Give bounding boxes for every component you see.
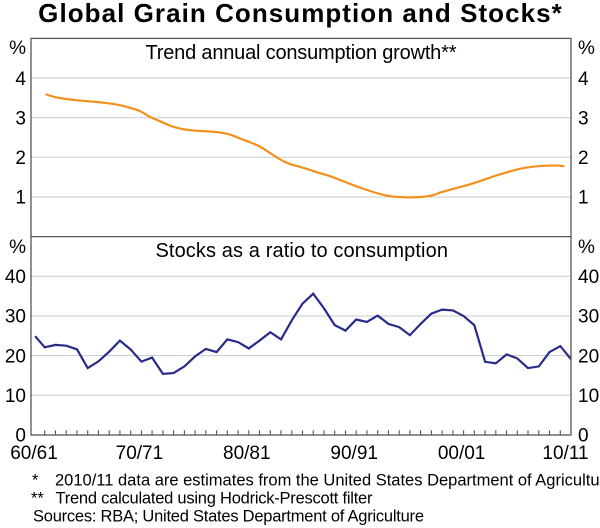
svg-text:4: 4 xyxy=(15,69,26,90)
svg-text:Sources: RBA; United States De: Sources: RBA; United States Department o… xyxy=(33,508,424,526)
svg-text:80/81: 80/81 xyxy=(223,443,271,464)
svg-text:1: 1 xyxy=(578,188,589,209)
svg-text:3: 3 xyxy=(15,108,26,129)
svg-text:Trend calculated using Hodrick: Trend calculated using Hodrick-Prescott … xyxy=(56,490,374,508)
svg-text:2: 2 xyxy=(578,148,589,169)
svg-text:0: 0 xyxy=(15,426,26,447)
svg-text:30: 30 xyxy=(578,307,599,328)
svg-text:90/91: 90/91 xyxy=(330,443,378,464)
svg-text:*: * xyxy=(32,472,39,490)
svg-text:10/11: 10/11 xyxy=(542,443,588,464)
svg-text:Stocks as a ratio to consumpti: Stocks as a ratio to consumption xyxy=(155,240,448,262)
svg-text:70/71: 70/71 xyxy=(116,443,164,464)
svg-text:20: 20 xyxy=(578,346,599,367)
svg-text:1: 1 xyxy=(15,188,26,209)
svg-text:4: 4 xyxy=(578,69,589,90)
svg-text:Global Grain Consumption and S: Global Grain Consumption and Stocks* xyxy=(38,0,563,28)
svg-text:0: 0 xyxy=(578,426,589,447)
svg-text:%: % xyxy=(578,237,595,258)
svg-text:40: 40 xyxy=(5,267,26,288)
svg-text:10: 10 xyxy=(578,386,599,407)
svg-text:2010/11 data are estimates fro: 2010/11 data are estimates from the Unit… xyxy=(55,472,600,490)
svg-text:2: 2 xyxy=(15,148,26,169)
svg-text:40: 40 xyxy=(578,267,599,288)
svg-text:Trend annual consumption growt: Trend annual consumption growth** xyxy=(146,42,457,64)
svg-text:%: % xyxy=(9,38,26,59)
svg-text:10: 10 xyxy=(5,386,26,407)
svg-text:20: 20 xyxy=(5,346,26,367)
svg-text:3: 3 xyxy=(578,108,589,129)
svg-text:%: % xyxy=(578,38,595,59)
svg-text:60/61: 60/61 xyxy=(10,443,58,464)
svg-text:%: % xyxy=(9,237,26,258)
svg-text:30: 30 xyxy=(5,307,26,328)
svg-text:**: ** xyxy=(31,490,44,508)
svg-text:00/01: 00/01 xyxy=(438,443,486,464)
